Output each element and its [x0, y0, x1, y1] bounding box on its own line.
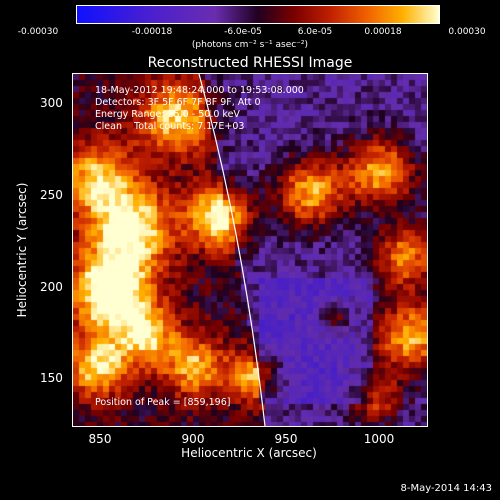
x-tick-label: 850: [88, 432, 112, 446]
y-axis-label: Heliocentric Y (arcsec): [15, 182, 29, 318]
colorbar-tick: -0.00030: [17, 27, 59, 37]
y-tick-label: 150: [40, 371, 63, 385]
rhessi-heatmap: [73, 74, 427, 426]
colorbar-tick: -0.00018: [131, 27, 173, 37]
colorbar-tick: 0.00030: [448, 27, 486, 37]
x-tick-label: 900: [181, 432, 205, 446]
colorbar-tick: 6.0e-05: [297, 27, 333, 37]
x-tick-label: 1000: [363, 432, 395, 446]
info-line: Clean Total counts: 7.17E+03: [95, 121, 245, 132]
colorbar-units: (photons cm⁻² s⁻¹ asec⁻²): [191, 40, 309, 50]
y-tick-label: 250: [40, 188, 63, 202]
colorbar: [76, 5, 440, 24]
image-plot: 18-May-2012 19:48:24.000 to 19:53:08.000…: [72, 73, 428, 427]
colorbar-tick: -6.0e-05: [224, 27, 262, 37]
info-line: Energy Range: 25.0 - 50.0 keV: [95, 109, 240, 120]
info-line: Detectors: 3F 5F 6F 7F 8F 9F, Att 0: [95, 97, 261, 108]
solar-limb-line: [198, 74, 266, 426]
info-line: 18-May-2012 19:48:24.000 to 19:53:08.000: [95, 85, 304, 96]
colorbar-tick: 0.00018: [364, 27, 402, 37]
plot-title: Reconstructed RHESSI Image: [147, 55, 353, 71]
x-tick-label: 950: [274, 432, 298, 446]
limb-overlay: [198, 74, 266, 426]
x-axis-label: Heliocentric X (arcsec): [181, 446, 317, 460]
footer-date: 8-May-2014 14:43: [400, 483, 492, 494]
y-tick-label: 300: [40, 96, 63, 110]
peak-position: Position of Peak = [859,196]: [95, 397, 231, 408]
y-tick-label: 200: [40, 280, 63, 294]
